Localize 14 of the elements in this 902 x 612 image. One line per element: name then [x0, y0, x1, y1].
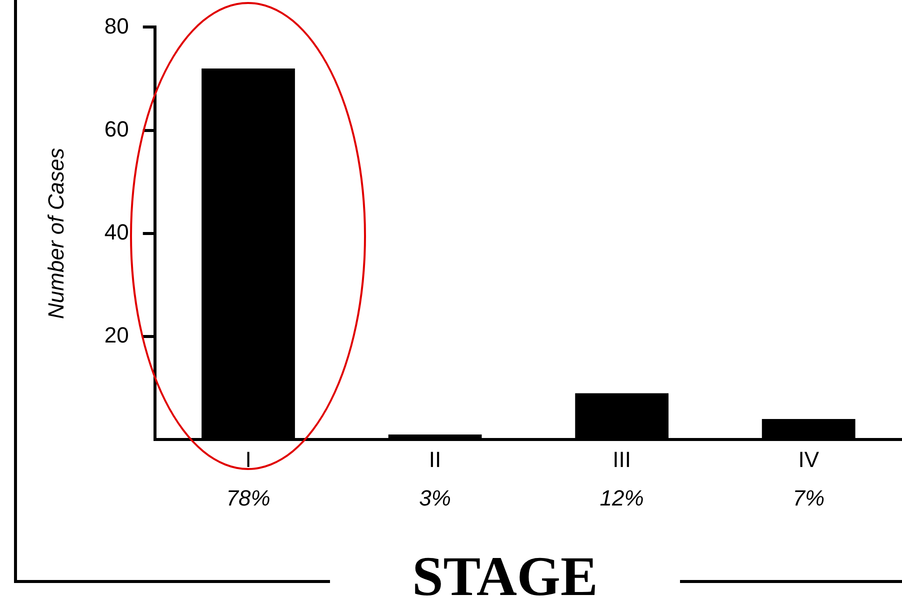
y-tick-label: 40 [104, 219, 129, 244]
x-axis-title: STAGE [330, 545, 680, 609]
x-tick-label: II [428, 446, 442, 472]
y-tick-label: 20 [104, 322, 129, 348]
text: 7% [792, 486, 825, 511]
y-tick-label: 80 [104, 13, 129, 38]
x-tick-label: I [245, 446, 252, 472]
text: 78% [226, 486, 270, 511]
x-tick-label: IV [798, 446, 820, 472]
x-tick-label: III [612, 446, 631, 472]
y-axis-title: Number of Cases [43, 148, 68, 319]
y-tick-label: 60 [104, 116, 129, 142]
text: 3% [419, 486, 451, 511]
text: 12% [600, 486, 644, 511]
